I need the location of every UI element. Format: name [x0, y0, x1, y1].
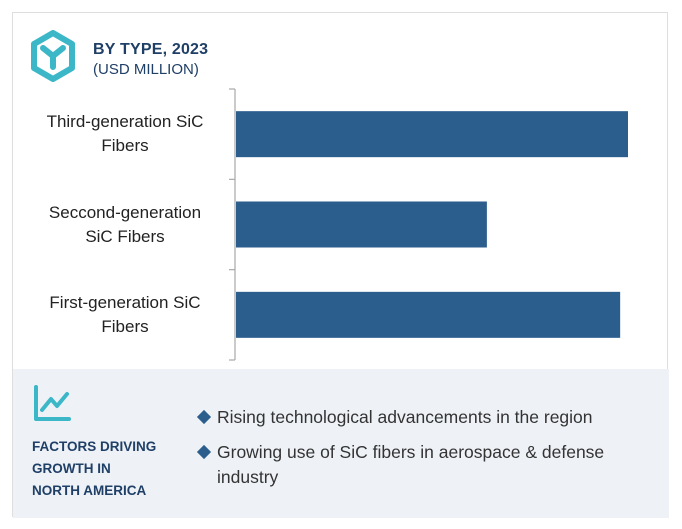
diamond-bullet-icon: [196, 444, 212, 460]
category-label-line: Fibers: [101, 136, 149, 156]
category-tick-label: Third-generation SiC Fibers: [25, 110, 225, 158]
category-tick-label: Seccond-generation SiC Fibers: [25, 201, 225, 249]
market-card: BY TYPE, 2023 (USD MILLION) Third-genera…: [12, 12, 669, 518]
bar: [236, 201, 487, 248]
category-label-line: Seccond-generation: [48, 202, 202, 222]
bar-chart: Third-generation SiC Fibers Seccond-genera…: [13, 83, 669, 369]
hexagon-y-logo-icon: [31, 30, 75, 82]
category-label-line: Third-generation SiC: [46, 112, 204, 132]
growth-factors-panel: FACTORS DRIVING GROWTH IN NORTH AMERICA …: [13, 369, 669, 518]
factor-text: Growing use of SiC fibers in aerospace &…: [217, 442, 605, 487]
chart-header: BY TYPE, 2023 (USD MILLION): [29, 30, 329, 84]
factor-item: Rising technological advancements in the…: [196, 405, 659, 430]
chart-title: BY TYPE, 2023: [93, 41, 209, 58]
category-tick-label: First-generation SiC Fibers: [25, 291, 225, 339]
bar: [236, 291, 621, 338]
chart-canvas: [229, 88, 628, 361]
diamond-bullet-icon: [196, 409, 212, 425]
factor-list: Rising technological advancements in the…: [196, 405, 659, 500]
factor-text: Rising technological advancements in the…: [217, 407, 593, 427]
factor-item: Growing use of SiC fibers in aerospace &…: [196, 440, 659, 490]
category-label-line: SiC Fibers: [85, 226, 165, 246]
factors-heading-line: GROWTH IN: [32, 461, 111, 476]
trend-chart-icon: [34, 385, 71, 421]
category-label-line: First-generation SiC: [49, 292, 201, 312]
factors-heading-line: NORTH AMERICA: [32, 483, 147, 498]
chart-subtitle: (USD MILLION): [93, 61, 199, 78]
factors-heading-line: FACTORS DRIVING: [32, 439, 157, 454]
factors-heading: FACTORS DRIVING GROWTH IN NORTH AMERICA: [32, 436, 182, 502]
category-label-line: Fibers: [101, 316, 149, 336]
bar: [236, 111, 628, 158]
